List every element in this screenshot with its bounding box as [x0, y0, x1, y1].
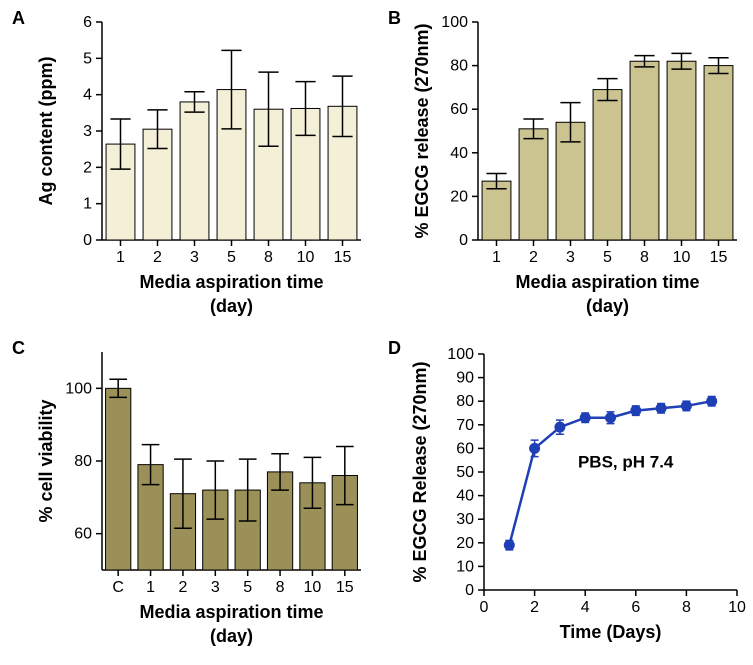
panel-label-b: B — [388, 8, 401, 29]
svg-text:4: 4 — [581, 599, 590, 616]
panel-d: 0 10 20 30 40 50 60 70 80 90 100 0 2 4 6 8 10 % EGCG Rele… — [406, 340, 751, 660]
panel-label-c: C — [12, 338, 25, 359]
svg-text:(day): (day) — [210, 626, 253, 646]
chart-c-svg: 60 80 100 C 1 2 3 5 8 10 15 % cell viability Media a… — [30, 340, 375, 660]
svg-text:(day): (day) — [586, 296, 629, 316]
svg-text:80: 80 — [74, 453, 92, 470]
svg-text:20: 20 — [450, 188, 468, 205]
svg-text:80: 80 — [456, 393, 474, 410]
svg-text:Ag content (ppm): Ag content (ppm) — [36, 57, 56, 206]
svg-text:0: 0 — [459, 232, 468, 249]
svg-text:40: 40 — [456, 488, 474, 505]
svg-text:8: 8 — [276, 579, 285, 596]
chart-b-svg: 0 20 40 60 80 100 1 2 3 5 8 10 15 % EGCG release (270… — [406, 10, 751, 330]
svg-text:15: 15 — [710, 249, 728, 266]
svg-text:5: 5 — [243, 579, 252, 596]
svg-text:2: 2 — [153, 249, 162, 266]
svg-text:80: 80 — [450, 58, 468, 75]
svg-text:15: 15 — [336, 579, 354, 596]
svg-text:6: 6 — [83, 14, 92, 31]
svg-text:2: 2 — [178, 579, 187, 596]
svg-text:3: 3 — [83, 123, 92, 140]
svg-text:8: 8 — [264, 249, 273, 266]
svg-text:3: 3 — [566, 249, 575, 266]
svg-text:3: 3 — [211, 579, 220, 596]
panel-label-d: D — [388, 338, 401, 359]
svg-text:1: 1 — [146, 579, 155, 596]
svg-text:C: C — [112, 579, 124, 596]
svg-text:100: 100 — [447, 346, 474, 363]
svg-text:40: 40 — [450, 145, 468, 162]
svg-text:60: 60 — [74, 526, 92, 543]
svg-text:5: 5 — [83, 50, 92, 67]
svg-text:90: 90 — [456, 370, 474, 387]
svg-text:10: 10 — [456, 558, 474, 575]
panel-a: 0 1 2 3 4 5 6 1 2 3 5 8 10 15 Ag content (ppm) Media as… — [30, 10, 375, 330]
svg-text:2: 2 — [529, 249, 538, 266]
figure-grid: A B C D 0123456123581015Ag content (ppm)… — [0, 0, 753, 661]
svg-text:20: 20 — [456, 535, 474, 552]
svg-text:100: 100 — [65, 380, 92, 397]
svg-text:Media aspiration time: Media aspiration time — [515, 272, 699, 292]
svg-text:0: 0 — [480, 599, 489, 616]
svg-text:70: 70 — [456, 417, 474, 434]
svg-text:% EGCG Release (270nm): % EGCG Release (270nm) — [410, 361, 430, 582]
svg-text:3: 3 — [190, 249, 199, 266]
svg-text:PBS, pH 7.4: PBS, pH 7.4 — [578, 452, 674, 471]
svg-text:60: 60 — [456, 440, 474, 457]
svg-text:1: 1 — [492, 249, 501, 266]
svg-text:1: 1 — [116, 249, 125, 266]
svg-text:100: 100 — [441, 14, 468, 31]
svg-text:50: 50 — [456, 464, 474, 481]
svg-text:8: 8 — [640, 249, 649, 266]
svg-text:0: 0 — [465, 582, 474, 599]
svg-text:5: 5 — [227, 249, 236, 266]
panel-label-a: A — [12, 8, 25, 29]
svg-text:10: 10 — [304, 579, 322, 596]
svg-text:% EGCG release (270nm): % EGCG release (270nm) — [412, 23, 432, 238]
svg-text:10: 10 — [673, 249, 691, 266]
svg-text:8: 8 — [682, 599, 691, 616]
svg-text:2: 2 — [83, 159, 92, 176]
panel-b: 0 20 40 60 80 100 1 2 3 5 8 10 15 % EGCG release (270… — [406, 10, 751, 330]
svg-text:Media aspiration time: Media aspiration time — [139, 272, 323, 292]
svg-text:60: 60 — [450, 101, 468, 118]
svg-text:0: 0 — [83, 232, 92, 249]
svg-text:4: 4 — [83, 87, 92, 104]
panel-c: 60 80 100 C 1 2 3 5 8 10 15 % cell viability Media a… — [30, 340, 375, 660]
svg-text:% cell viability: % cell viability — [36, 399, 56, 522]
svg-text:10: 10 — [297, 249, 315, 266]
svg-text:Media aspiration time: Media aspiration time — [139, 602, 323, 622]
svg-text:30: 30 — [456, 511, 474, 528]
svg-text:1: 1 — [83, 196, 92, 213]
svg-text:6: 6 — [631, 599, 640, 616]
svg-text:Time (Days): Time (Days) — [560, 622, 662, 642]
svg-text:15: 15 — [334, 249, 352, 266]
chart-a-svg: 0 1 2 3 4 5 6 1 2 3 5 8 10 15 Ag content (ppm) Media as… — [30, 10, 375, 330]
chart-d-svg: 0 10 20 30 40 50 60 70 80 90 100 0 2 4 6 8 10 % EGCG Rele… — [406, 340, 751, 660]
svg-text:10: 10 — [728, 599, 746, 616]
svg-text:(day): (day) — [210, 296, 253, 316]
svg-text:2: 2 — [530, 599, 539, 616]
svg-text:5: 5 — [603, 249, 612, 266]
